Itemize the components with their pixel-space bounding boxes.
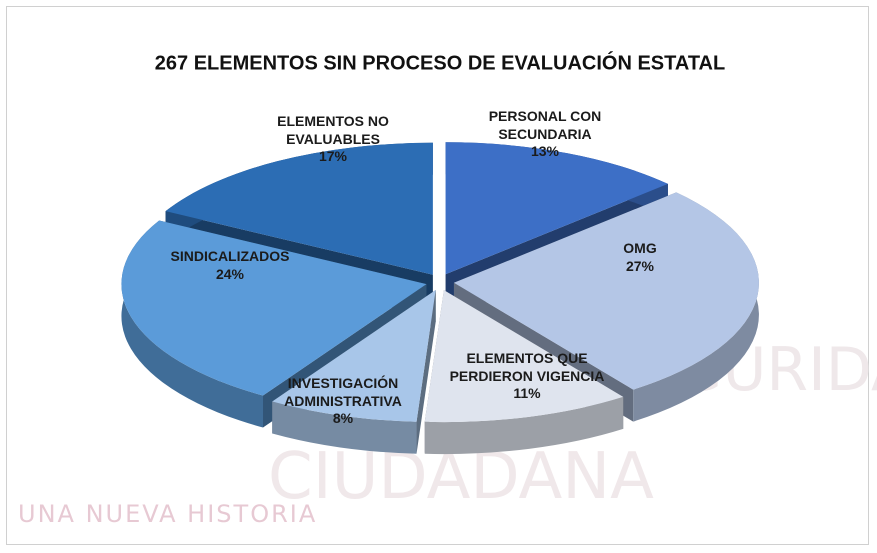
- category-label: PERSONAL CON SECUNDARIA: [460, 108, 630, 143]
- value-label: 11%: [442, 385, 612, 403]
- category-label: ELEMENTOS QUE PERDIERON VIGENCIA: [442, 350, 612, 385]
- page: UNA NUEVA HISTORIA CIUDADANA SEGURIDAD 2…: [0, 0, 877, 553]
- category-label: ELEMENTOS NO EVALUABLES: [248, 113, 418, 148]
- category-label: SINDICALIZADOS: [145, 248, 315, 266]
- value-label: 8%: [258, 410, 428, 428]
- value-label: 27%: [555, 258, 725, 276]
- chart-title: 267 ELEMENTOS SIN PROCESO DE EVALUACIÓN …: [155, 50, 725, 74]
- value-label: 24%: [145, 266, 315, 284]
- value-label: 17%: [248, 148, 418, 166]
- value-label: 13%: [460, 143, 630, 161]
- category-label: INVESTIGACIÓN ADMINISTRATIVA: [258, 375, 428, 410]
- chart: 267 ELEMENTOS SIN PROCESO DE EVALUACIÓN …: [0, 0, 877, 553]
- category-label: OMG: [555, 240, 725, 258]
